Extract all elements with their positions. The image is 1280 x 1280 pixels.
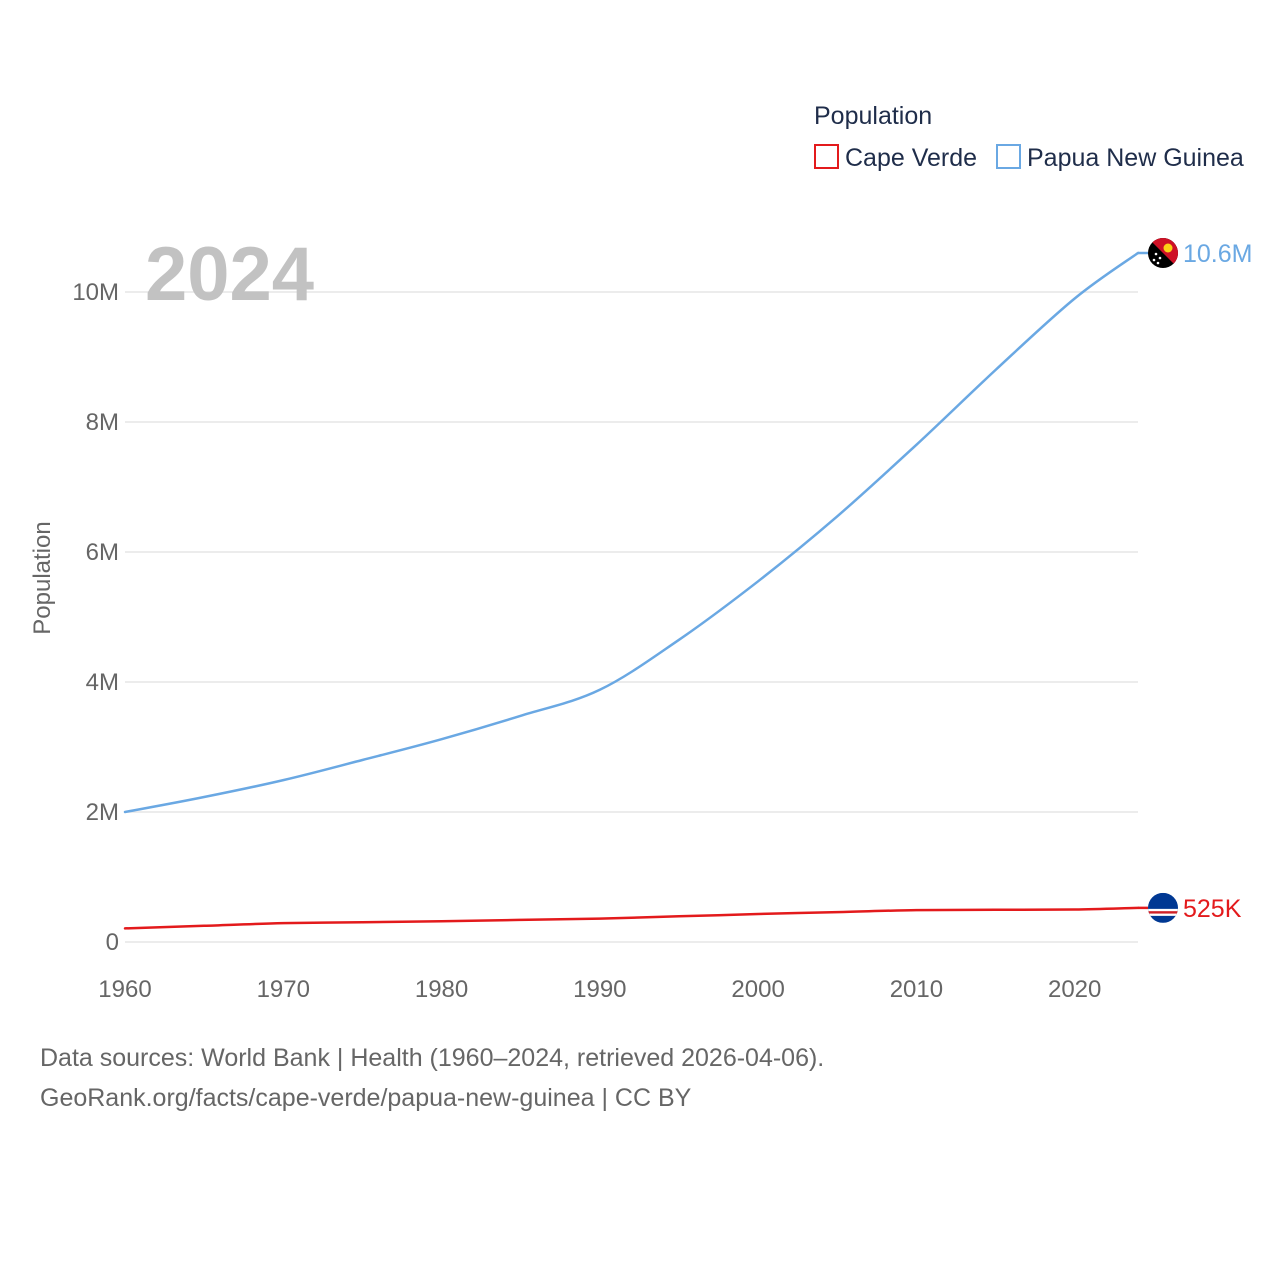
series-lines (123, 251, 1140, 930)
x-axis-tick-labels: 1960 1970 1980 1990 2000 2010 2020 (98, 976, 1101, 1003)
cape-verde-flag-icon (1148, 892, 1178, 923)
legend-swatch (814, 144, 839, 169)
y-axis-label: Population (29, 521, 56, 634)
end-value-label-papua-new-guinea: 10.6M (1183, 240, 1252, 268)
papua-new-guinea-flag-icon (1148, 238, 1178, 268)
series-line-cape-verde (123, 906, 1140, 930)
gridlines (125, 291, 1138, 943)
x-tick-label: 1970 (257, 976, 310, 1003)
series-end-markers: 525K 10.6M (1138, 238, 1252, 923)
y-tick-label: 2M (86, 799, 119, 826)
footer-sources: Data sources: World Bank | Health (1960–… (40, 1044, 825, 1072)
y-tick-label: 10M (72, 279, 119, 306)
y-tick-label: 6M (86, 539, 119, 566)
y-tick-label: 8M (86, 409, 119, 436)
series-line-papua-new-guinea (123, 251, 1140, 814)
x-tick-label: 2020 (1048, 976, 1101, 1003)
x-tick-label: 1980 (415, 976, 468, 1003)
legend-label: Cape Verde (845, 144, 977, 172)
legend-item-cape-verde[interactable]: Cape Verde (814, 144, 977, 172)
x-tick-label: 2010 (890, 976, 943, 1003)
x-tick-label: 1990 (573, 976, 626, 1003)
y-tick-label: 0 (106, 929, 119, 956)
legend-item-papua-new-guinea[interactable]: Papua New Guinea (996, 144, 1244, 172)
legend-label: Papua New Guinea (1027, 144, 1244, 172)
footer-attribution: GeoRank.org/facts/cape-verde/papua-new-g… (40, 1084, 692, 1112)
legend-title: Population (814, 102, 932, 130)
year-label: 2024 (145, 232, 314, 317)
x-tick-label: 1960 (98, 976, 151, 1003)
legend-swatch (996, 144, 1021, 169)
y-axis-tick-labels: 0 2M 4M 6M 8M 10M (72, 279, 119, 956)
x-tick-label: 2000 (731, 976, 784, 1003)
end-value-label-cape-verde: 525K (1183, 895, 1242, 923)
y-tick-label: 4M (86, 669, 119, 696)
legend: Population Cape Verde Papua New Guinea (814, 102, 1244, 172)
population-line-chart: 0 2M 4M 6M 8M 10M 1960 1970 1980 1990 2000 2010 202… (29, 102, 1252, 1003)
